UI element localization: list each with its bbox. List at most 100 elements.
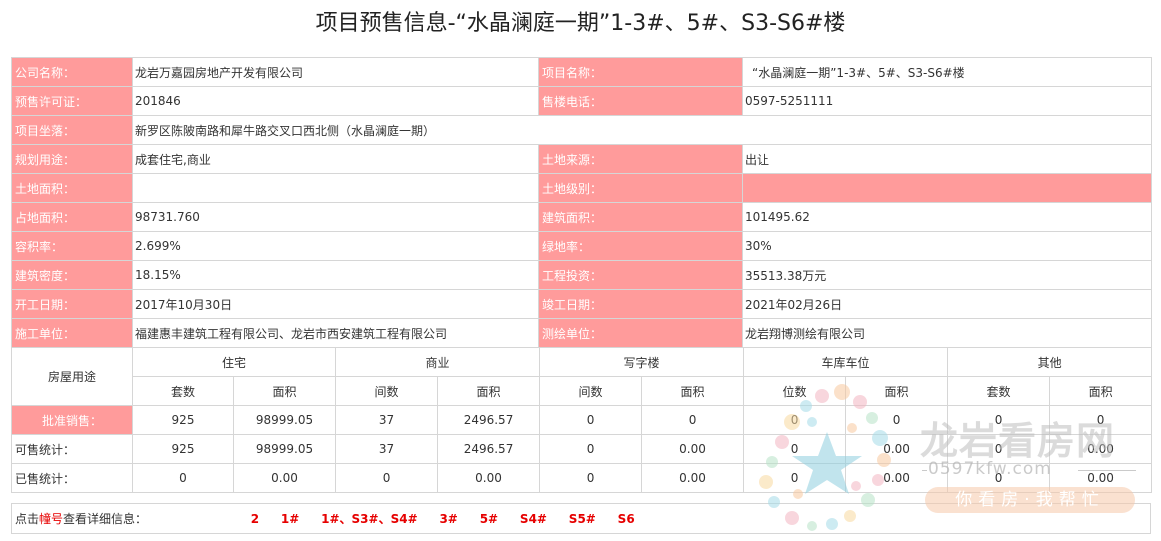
- building-link-s6[interactable]: S6: [617, 512, 635, 526]
- table-cell: 0.00: [232, 463, 337, 493]
- table-cell: 98999.05: [232, 405, 337, 435]
- phone-label: 售楼电话：: [538, 86, 743, 116]
- group-header-parking: 车库车位: [743, 347, 949, 377]
- table-cell: 0: [335, 463, 439, 493]
- usage-value: 成套住宅,商业: [132, 144, 539, 174]
- info-row: 规划用途： 成套住宅,商业 土地来源： 出让: [11, 144, 1152, 174]
- watermark-title: 龙岩看房网: [920, 419, 1116, 463]
- builder-value: 福建惠丰建筑工程有限公司、龙岩市西安建筑工程有限公司: [132, 318, 539, 348]
- building-link-1[interactable]: 1#: [280, 512, 300, 526]
- info-row: 容积率： 2.699% 绿地率： 30%: [11, 231, 1152, 261]
- watermark-line-left: [922, 470, 927, 471]
- table-cell: 2496.57: [437, 405, 541, 435]
- project-name-value: “水晶澜庭一期”1-3#、5#、S3-S6#楼: [742, 57, 1152, 87]
- table-cell: 0: [743, 463, 847, 493]
- company-label: 公司名称：: [11, 57, 133, 87]
- usage-header: 房屋用途: [11, 347, 133, 406]
- table-cell: 0: [539, 405, 643, 435]
- subheader-cell: 间数: [539, 376, 643, 406]
- finish-date-label: 竣工日期：: [538, 289, 743, 319]
- table-cell: 0.00: [845, 434, 949, 464]
- info-row: 土地面积： 土地级别：: [11, 173, 1152, 203]
- info-row: 项目坐落： 新罗区陈陂南路和犀牛路交叉口西北侧（水晶澜庭一期）: [11, 115, 1152, 145]
- project-info-table: 公司名称： 龙岩万嘉园房地产开发有限公司 项目名称： “水晶澜庭一期”1-3#、…: [11, 57, 1152, 348]
- land-area-value: [132, 173, 539, 203]
- group-header-other: 其他: [947, 347, 1153, 377]
- sold-stats-label: 已售统计：: [11, 463, 133, 493]
- land-grade-value: [742, 173, 1152, 203]
- land-area-label: 土地面积：: [11, 173, 133, 203]
- building-area-value: 101495.62: [742, 202, 1152, 232]
- table-cell: 2496.57: [437, 434, 541, 464]
- building-link-3[interactable]: 3#: [439, 512, 458, 526]
- table-cell: 0: [743, 405, 847, 435]
- group-header-commercial: 商业: [335, 347, 541, 377]
- links-suffix: 查看详细信息：: [63, 512, 148, 526]
- table-cell: 925: [132, 434, 234, 464]
- watermark-url: 0597kfw.com: [928, 459, 1052, 479]
- phone-value: 0597-5251111: [742, 86, 1152, 116]
- sales-stats-table: 房屋用途 住宅 商业 写字楼 车库车位 其他 套数 面积 间数 面积 间数 面积…: [11, 347, 1153, 493]
- available-stats-label: 可售统计：: [11, 434, 133, 464]
- table-cell: 0: [539, 434, 643, 464]
- table-cell: 0: [641, 405, 745, 435]
- table-cell: 0: [539, 463, 643, 493]
- green-ratio-value: 30%: [742, 231, 1152, 261]
- surveyor-value: 龙岩翔博测绘有限公司: [742, 318, 1152, 348]
- building-link-1-s3-s4[interactable]: 1#、S3#、S4#: [321, 512, 418, 526]
- table-cell: 98999.05: [232, 434, 337, 464]
- land-source-value: 出让: [742, 144, 1152, 174]
- subheader-cell: 面积: [1049, 376, 1153, 406]
- info-row: 施工单位： 福建惠丰建筑工程有限公司、龙岩市西安建筑工程有限公司 测绘单位： 龙…: [11, 318, 1152, 348]
- sales-group-header-row: 房屋用途 住宅 商业 写字楼 车库车位 其他: [11, 347, 1153, 406]
- info-row: 预售许可证： 201846 售楼电话： 0597-5251111: [11, 86, 1152, 116]
- permit-value: 201846: [132, 86, 539, 116]
- subheader-cell: 套数: [132, 376, 234, 406]
- investment-value: 35513.38万元: [742, 260, 1152, 290]
- info-row: 占地面积： 98731.760 建筑面积： 101495.62: [11, 202, 1152, 232]
- start-date-label: 开工日期：: [11, 289, 133, 319]
- finish-date-value: 2021年02月26日: [742, 289, 1152, 319]
- info-row: 公司名称： 龙岩万嘉园房地产开发有限公司 项目名称： “水晶澜庭一期”1-3#、…: [11, 57, 1152, 87]
- table-cell: 0: [845, 405, 949, 435]
- usage-label: 规划用途：: [11, 144, 133, 174]
- table-cell: 0.00: [641, 463, 745, 493]
- table-cell: 0.00: [1049, 434, 1153, 464]
- builder-label: 施工单位：: [11, 318, 133, 348]
- land-grade-label: 土地级别：: [538, 173, 743, 203]
- building-area-label: 建筑面积：: [538, 202, 743, 232]
- location-label: 项目坐落：: [11, 115, 133, 145]
- site-area-value: 98731.760: [132, 202, 539, 232]
- building-link-5[interactable]: 5#: [479, 512, 499, 526]
- building-link-s5[interactable]: S5#: [568, 512, 596, 526]
- plot-ratio-value: 2.699%: [132, 231, 539, 261]
- links-highlight: 幢号: [39, 512, 64, 526]
- links-prefix: 点击: [15, 512, 40, 526]
- subheader-cell: 面积: [845, 376, 949, 406]
- page-title: 项目预售信息-“水晶澜庭一期”1-3#、5#、S3-S6#楼: [315, 11, 846, 36]
- location-value: 新罗区陈陂南路和犀牛路交叉口西北侧（水晶澜庭一期）: [132, 115, 1152, 145]
- subheader-cell: 面积: [232, 376, 337, 406]
- table-cell: 37: [335, 434, 439, 464]
- watermark-line-right: [1078, 470, 1136, 471]
- subheader-cell: 间数: [335, 376, 439, 406]
- group-header-residential: 住宅: [131, 347, 337, 377]
- company-value: 龙岩万嘉园房地产开发有限公司: [132, 57, 539, 87]
- subheader-cell: 面积: [641, 376, 745, 406]
- table-cell: 0.00: [437, 463, 541, 493]
- investment-label: 工程投资：: [538, 260, 743, 290]
- sales-subheader-row: 套数 面积 间数 面积 间数 面积 位数 面积 套数 面积: [12, 376, 1153, 406]
- table-cell: 0: [743, 434, 847, 464]
- subheader-cell: 位数: [743, 376, 847, 406]
- available-stats-row: 可售统计： 925 98999.05 37 2496.57 0 0.00 0 0…: [11, 434, 1153, 464]
- building-link-2[interactable]: 2: [250, 512, 260, 526]
- subheader-cell: 套数: [947, 376, 1051, 406]
- info-row: 建筑密度： 18.15% 工程投资： 35513.38万元: [11, 260, 1152, 290]
- green-ratio-label: 绿地率：: [538, 231, 743, 261]
- building-link-s4[interactable]: S4#: [519, 512, 547, 526]
- permit-label: 预售许可证：: [11, 86, 133, 116]
- watermark-slogan: 你看房·我帮忙: [925, 487, 1135, 513]
- density-label: 建筑密度：: [11, 260, 133, 290]
- plot-ratio-label: 容积率：: [11, 231, 133, 261]
- table-cell: 0: [132, 463, 234, 493]
